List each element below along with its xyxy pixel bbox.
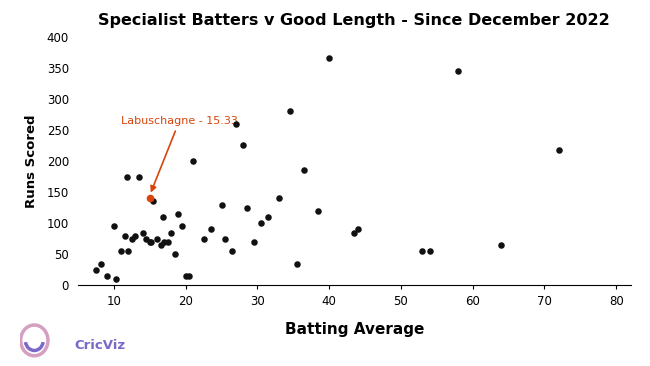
Point — [241, 205, 252, 210]
Point — [141, 236, 151, 242]
Point — [231, 121, 241, 127]
Point — [181, 273, 191, 279]
Point — [188, 158, 198, 164]
Point — [299, 167, 309, 173]
Point — [238, 142, 248, 148]
Text: Labuschagne - 15.33: Labuschagne - 15.33 — [121, 116, 238, 191]
Text: Batting Average: Batting Average — [285, 322, 424, 337]
Point — [216, 202, 227, 208]
Point — [101, 273, 112, 279]
Point — [146, 239, 157, 245]
Point — [205, 227, 216, 232]
Point — [220, 236, 230, 242]
Point — [162, 239, 173, 245]
Point — [174, 211, 184, 217]
Point — [116, 248, 126, 254]
Point — [292, 261, 302, 266]
Point — [353, 227, 363, 232]
Point — [123, 248, 133, 254]
Point — [91, 267, 101, 273]
Point — [127, 236, 137, 242]
Point — [324, 55, 334, 61]
Point — [148, 198, 159, 204]
Point — [453, 68, 463, 74]
Point — [166, 230, 177, 236]
Point — [144, 239, 155, 245]
Point — [255, 220, 266, 226]
Point — [151, 236, 162, 242]
Point — [170, 251, 180, 257]
Point — [109, 223, 119, 229]
Point — [134, 173, 144, 179]
Point — [184, 273, 194, 279]
Point — [159, 239, 169, 245]
Point — [285, 108, 295, 114]
Point — [130, 233, 140, 239]
Point — [424, 248, 435, 254]
Point — [198, 236, 209, 242]
Point — [417, 248, 428, 254]
Point — [155, 242, 166, 248]
Title: Specialist Batters v Good Length - Since December 2022: Specialist Batters v Good Length - Since… — [98, 14, 610, 29]
Point — [248, 239, 259, 245]
Point — [554, 147, 564, 153]
Point — [120, 233, 130, 239]
Point — [349, 230, 359, 236]
Point — [137, 230, 148, 236]
Point — [263, 214, 274, 220]
Point — [157, 214, 168, 220]
Point — [496, 242, 506, 248]
Point — [227, 248, 237, 254]
Point — [111, 276, 122, 282]
Point — [144, 195, 155, 201]
Point — [274, 195, 284, 201]
Point — [96, 261, 106, 266]
Y-axis label: Runs Scored: Runs Scored — [25, 114, 38, 208]
Text: CricViz: CricViz — [75, 339, 126, 352]
Point — [122, 173, 132, 179]
Point — [313, 208, 324, 214]
Point — [177, 223, 187, 229]
